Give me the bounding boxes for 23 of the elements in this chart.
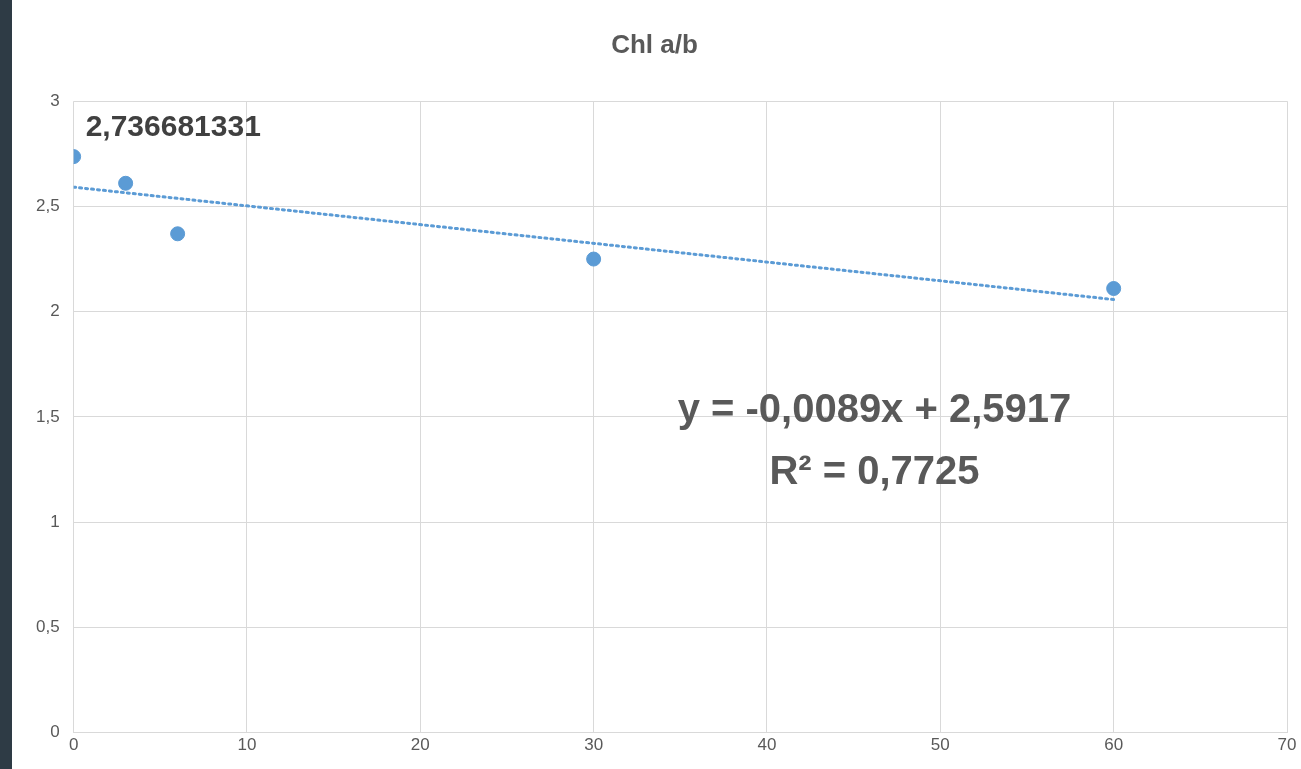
y-tick-label: 2,5	[35, 196, 60, 216]
y-tick-label: 3	[50, 90, 60, 110]
x-tick-label: 10	[237, 735, 257, 755]
chart-title: Chl a/b	[611, 28, 698, 59]
annotation: R² = 0,7725	[769, 447, 980, 492]
x-tick-label: 20	[410, 735, 430, 755]
point	[170, 226, 186, 242]
x-tick-label: 40	[757, 735, 777, 755]
y-tick-label: 0,5	[35, 617, 60, 637]
x-tick-label: 50	[930, 735, 950, 755]
y-tick-label: 0	[50, 722, 60, 742]
point	[1106, 281, 1122, 297]
point	[118, 175, 134, 191]
annotation: y = -0,0089x + 2,5917	[677, 385, 1072, 430]
x-tick-label: 70	[1277, 735, 1297, 755]
data-label: 2,736681331	[85, 108, 261, 142]
y-tick-label: 2	[50, 301, 60, 321]
x-tick-label: 0	[68, 735, 79, 755]
y-tick-label: 1	[50, 511, 60, 531]
x-tick-label: 60	[1104, 735, 1124, 755]
x-tick-label: 30	[584, 735, 604, 755]
point	[586, 251, 602, 267]
y-tick-label: 1,5	[35, 406, 60, 426]
